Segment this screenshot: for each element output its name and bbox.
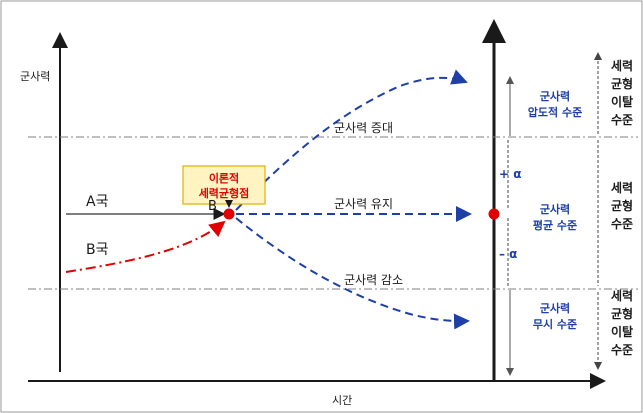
level-dominant-1: 군사력 bbox=[540, 89, 570, 103]
x-axis-label: 시간 bbox=[332, 394, 352, 407]
dominant-range-arrow bbox=[506, 76, 514, 84]
point-b-label: B bbox=[208, 199, 217, 214]
svg-text:균형: 균형 bbox=[611, 198, 633, 213]
svg-text:세력: 세력 bbox=[611, 180, 633, 195]
decrease-path bbox=[235, 217, 470, 330]
nation-b-label: B국 bbox=[86, 242, 109, 258]
level-average-1: 군사력 bbox=[540, 202, 570, 216]
svg-text:균형: 균형 bbox=[611, 76, 633, 91]
zone-middle-label: 세력 균형 수준 bbox=[611, 180, 633, 231]
alpha-plus-label: + α bbox=[499, 167, 521, 181]
balance-point-dot bbox=[223, 208, 235, 220]
level-negligible-2: 무시 수준 bbox=[533, 318, 577, 331]
zone-bottom-label: 세력 균형 이탈 수준 bbox=[611, 288, 633, 357]
label-maintain: 군사력 유지 bbox=[334, 197, 393, 211]
svg-text:수준: 수준 bbox=[611, 113, 633, 127]
zone-bottom-arrow bbox=[594, 362, 602, 370]
current-level-dot bbox=[488, 208, 500, 220]
level-negligible-1: 군사력 bbox=[540, 301, 570, 315]
svg-text:세력: 세력 bbox=[611, 58, 633, 73]
zone-top-label: 세력 균형 이탈 수준 bbox=[611, 58, 633, 127]
y-axis-label: 군사력 bbox=[20, 70, 50, 83]
negligible-range-arrow bbox=[506, 368, 514, 376]
label-increase: 군사력 증대 bbox=[334, 121, 393, 135]
zone-top-arrow bbox=[594, 52, 602, 60]
level-dominant-2: 압도적 수준 bbox=[528, 105, 582, 119]
callout-line-1: 이론적 bbox=[209, 171, 239, 185]
svg-text:수준: 수준 bbox=[611, 217, 633, 231]
nation-a-label: A국 bbox=[86, 194, 109, 210]
callout-line-2: 세력균형점 bbox=[199, 186, 250, 200]
increase-path bbox=[235, 69, 468, 211]
svg-text:이탈: 이탈 bbox=[611, 324, 633, 339]
svg-text:수준: 수준 bbox=[611, 343, 633, 357]
alpha-minus-label: – α bbox=[499, 247, 517, 261]
label-decrease: 군사력 감소 bbox=[344, 273, 403, 287]
svg-text:이탈: 이탈 bbox=[611, 94, 633, 109]
callout-box bbox=[182, 165, 266, 205]
svg-text:균형: 균형 bbox=[611, 306, 633, 321]
level-average-2: 평균 수준 bbox=[533, 218, 577, 232]
nation-b-curve bbox=[65, 220, 226, 273]
svg-text:세력: 세력 bbox=[611, 288, 633, 303]
